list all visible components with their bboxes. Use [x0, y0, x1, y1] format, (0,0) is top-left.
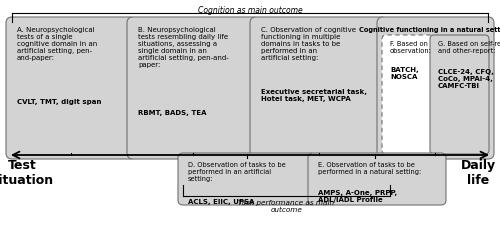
Text: RBMT, BADS, TEA: RBMT, BADS, TEA — [138, 110, 206, 116]
Text: D. Observation of tasks to be
performed in an artificial
setting:: D. Observation of tasks to be performed … — [188, 162, 286, 182]
Text: CVLT, TMT, digit span: CVLT, TMT, digit span — [17, 99, 102, 105]
Text: E. Observation of tasks to be
performed in a natural setting:: E. Observation of tasks to be performed … — [318, 162, 421, 175]
FancyBboxPatch shape — [6, 17, 136, 159]
Text: C. Observation of cognitive
functioning in multiple
domains in tasks to be
perfo: C. Observation of cognitive functioning … — [261, 27, 356, 61]
Text: Daily
life: Daily life — [460, 159, 496, 187]
Text: B. Neuropsychological
tests resembling daily life
situations, assessing a
single: B. Neuropsychological tests resembling d… — [138, 27, 229, 68]
FancyBboxPatch shape — [377, 17, 494, 159]
Text: Test
situation: Test situation — [0, 159, 53, 187]
Text: A. Neuropsychological
tests of a single
cognitive domain in an
artificial settin: A. Neuropsychological tests of a single … — [17, 27, 97, 61]
Text: BATCH,
NOSCA: BATCH, NOSCA — [390, 67, 419, 80]
Text: F. Based on
observation:: F. Based on observation: — [390, 41, 432, 54]
FancyBboxPatch shape — [430, 35, 489, 154]
Text: Executive secretarial task,
Hotel task, MET, WCPA: Executive secretarial task, Hotel task, … — [261, 89, 367, 102]
Text: CLCE-24, CFQ,
CoCo, MPAI-4,
CAMFC-TBI: CLCE-24, CFQ, CoCo, MPAI-4, CAMFC-TBI — [438, 69, 494, 89]
Text: AMPS, A-One, PRPP,
ADL/IADL Profile: AMPS, A-One, PRPP, ADL/IADL Profile — [318, 190, 397, 203]
Text: G. Based on self-report
and other-report:: G. Based on self-report and other-report… — [438, 41, 500, 54]
FancyBboxPatch shape — [250, 17, 387, 159]
Text: Cognitive functioning in a natural setting: Cognitive functioning in a natural setti… — [359, 27, 500, 33]
Text: Task performance as main
outcome: Task performance as main outcome — [238, 200, 334, 213]
Text: Cognition as main outcome: Cognition as main outcome — [198, 6, 302, 15]
FancyBboxPatch shape — [127, 17, 259, 159]
Text: ACLS, EIIC, UPSA: ACLS, EIIC, UPSA — [188, 199, 254, 205]
FancyBboxPatch shape — [308, 153, 446, 205]
FancyBboxPatch shape — [382, 35, 436, 154]
FancyBboxPatch shape — [178, 153, 315, 205]
